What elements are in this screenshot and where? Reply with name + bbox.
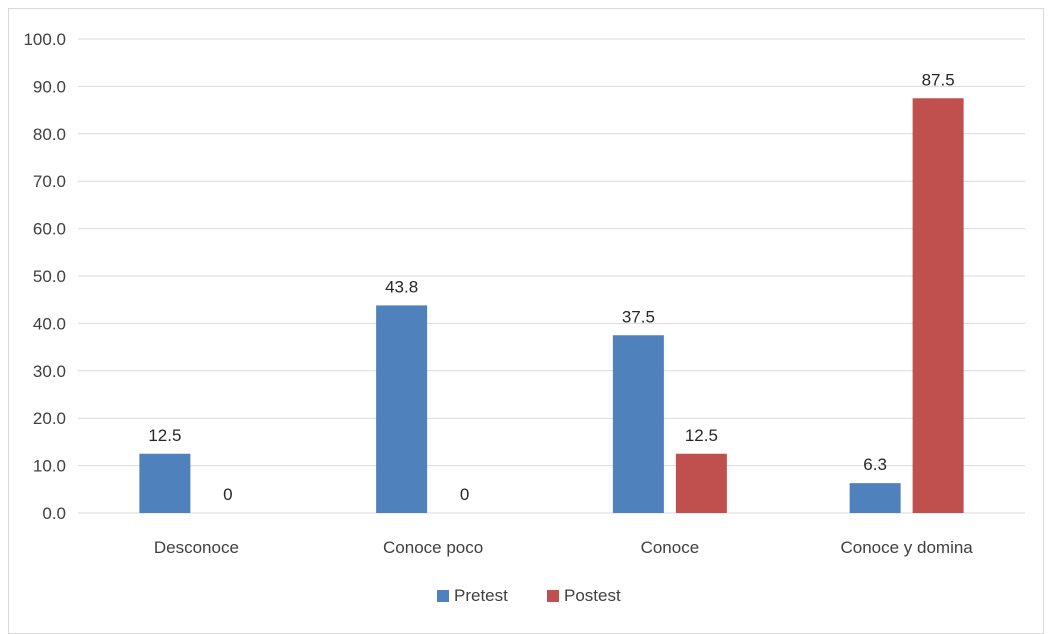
y-tick-label: 70.0 (33, 172, 66, 191)
x-axis-categories: Desconoce Conoce poco Conoce Conoce y domin… (154, 538, 973, 557)
category-label: Conoce poco (383, 538, 483, 557)
legend-label: Postest (564, 586, 621, 605)
category-label: Conoce y domina (840, 538, 973, 557)
legend: Pretest Postest (437, 586, 621, 605)
y-tick-label: 90.0 (33, 77, 66, 96)
y-tick-label: 80.0 (33, 125, 66, 144)
data-labels: 12.5 0 43.8 0 37.5 12.5 6.3 87.5 (148, 70, 954, 504)
y-tick-label: 10.0 (33, 457, 66, 476)
gridlines (78, 38, 1025, 514)
y-axis-ticks: 0.0 10.0 20.0 30.0 40.0 50.0 60.0 70.0 80.0 90.0 1… (23, 30, 66, 523)
y-tick-label: 0.0 (42, 504, 66, 523)
legend-swatch-postest (547, 590, 559, 602)
data-label: 12.5 (148, 426, 181, 445)
y-tick-label: 30.0 (33, 362, 66, 381)
bar-pretest-2 (612, 335, 664, 513)
category-label: Conoce (641, 538, 700, 557)
bar-pretest-0 (139, 453, 191, 513)
data-label: 0 (223, 485, 232, 504)
y-tick-label: 100.0 (23, 30, 66, 49)
data-label: 0 (460, 485, 469, 504)
data-label: 37.5 (622, 307, 655, 326)
bars (139, 98, 964, 513)
y-tick-label: 50.0 (33, 267, 66, 286)
y-tick-label: 20.0 (33, 409, 66, 428)
y-tick-label: 60.0 (33, 220, 66, 239)
legend-label: Pretest (454, 586, 508, 605)
chart-frame (8, 8, 1044, 634)
data-label: 43.8 (385, 277, 418, 296)
data-label: 87.5 (922, 70, 955, 89)
bar-postest-3 (912, 98, 964, 513)
bar-postest-2 (675, 453, 727, 513)
category-label: Desconoce (154, 538, 239, 557)
data-label: 6.3 (863, 455, 887, 474)
bar-pretest-3 (849, 483, 901, 513)
data-label: 12.5 (685, 426, 718, 445)
legend-swatch-pretest (437, 590, 449, 602)
y-tick-label: 40.0 (33, 314, 66, 333)
bar-pretest-1 (376, 305, 428, 513)
